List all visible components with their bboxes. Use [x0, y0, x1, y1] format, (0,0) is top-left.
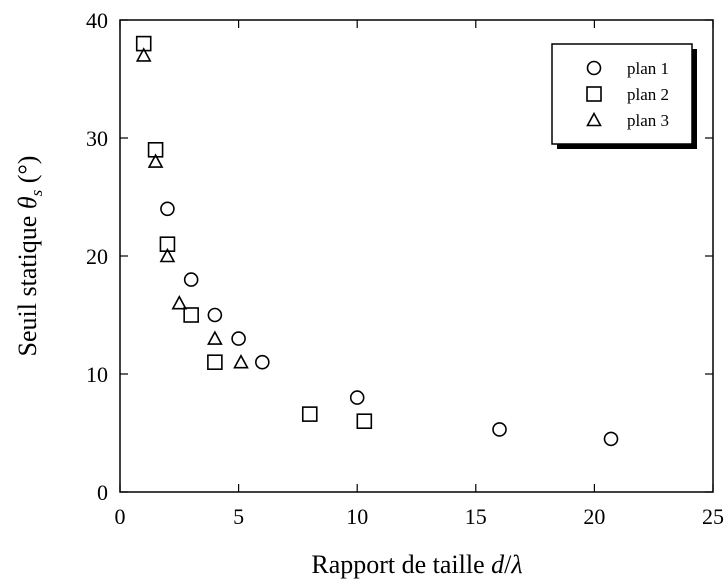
x-tick-label: 0	[115, 504, 126, 529]
data-point-triangle	[207, 330, 223, 345]
y-tick-label: 20	[86, 244, 108, 269]
x-axis-label: Rapport de taille d/λ	[311, 550, 522, 579]
data-point-triangle	[135, 47, 152, 62]
legend-marker-square	[586, 86, 602, 102]
legend-marker-triangle	[586, 111, 602, 127]
data-point-circle	[231, 331, 246, 346]
data-point-circle	[207, 307, 223, 323]
legend-label: plan 3	[627, 111, 669, 130]
x-tick-label: 10	[346, 504, 368, 529]
data-point-triangle	[159, 247, 176, 263]
data-points	[135, 35, 619, 447]
data-point-square	[183, 307, 199, 323]
data-point-square	[356, 413, 373, 430]
axis-ticks: 0 5 10 15 20 25 0 10 20 30 40	[86, 8, 724, 529]
data-point-square	[135, 35, 152, 52]
legend: plan 1 plan 2 plan 3	[551, 43, 697, 149]
legend-label: plan 1	[627, 59, 669, 78]
data-point-triangle	[147, 153, 164, 168]
data-point-circle	[160, 201, 175, 217]
data-point-circle	[603, 431, 619, 447]
y-tick-label: 10	[86, 362, 108, 387]
data-point-square	[147, 142, 164, 158]
y-axis-label: Seuil statique θs (°)	[13, 156, 46, 357]
x-tick-label: 25	[702, 504, 724, 529]
data-point-square	[159, 236, 176, 252]
y-tick-label: 40	[86, 8, 108, 33]
legend-label: plan 2	[627, 85, 669, 104]
data-point-square	[207, 354, 223, 371]
legend-box	[551, 43, 693, 145]
data-point-triangle	[171, 295, 188, 310]
x-tick-label: 5	[233, 504, 244, 529]
legend-marker-circle	[586, 60, 602, 76]
data-point-square	[301, 406, 318, 422]
data-point-circle	[349, 390, 365, 405]
x-tick-label: 15	[465, 504, 487, 529]
data-point-triangle	[233, 354, 249, 369]
y-tick-label: 0	[97, 480, 108, 505]
data-point-circle	[255, 354, 270, 370]
data-point-circle	[183, 272, 199, 287]
y-tick-label: 30	[86, 126, 108, 151]
data-point-circle	[492, 422, 507, 437]
x-tick-label: 20	[583, 504, 605, 529]
